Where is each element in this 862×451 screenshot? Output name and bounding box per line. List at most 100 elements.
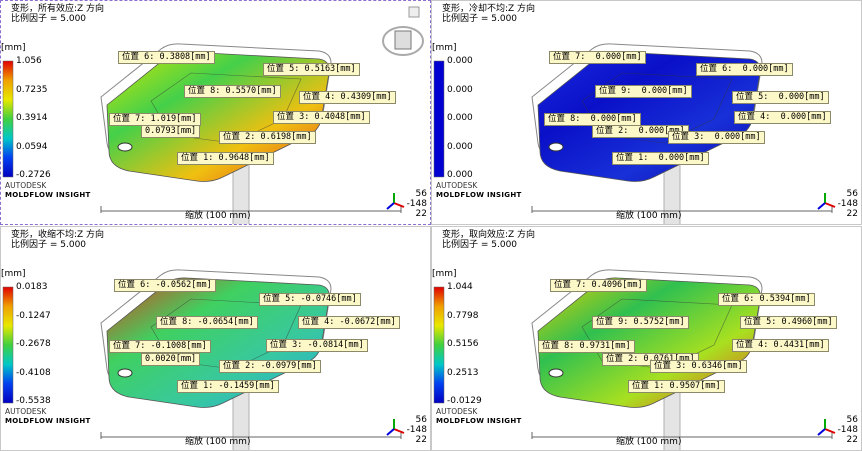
scale-bar-label: 缩放 (100 mm): [185, 211, 251, 221]
probe-label: 位置 5: 0.000[mm]: [732, 91, 829, 104]
legend-label: 0.7798: [447, 310, 479, 321]
probe-label: 位置 6: 0.5394[mm]: [718, 293, 815, 306]
legend-unit: [mm]: [432, 269, 457, 279]
model-view: [433, 269, 836, 450]
part-body: [106, 277, 330, 408]
legend-bar: [433, 286, 445, 404]
view-coord: 22: [415, 209, 427, 219]
view-coord: 22: [846, 209, 858, 219]
legend-unit: [mm]: [432, 43, 457, 53]
probe-label: 位置 1: 0.9648[mm]: [177, 152, 274, 165]
legend-unit: [mm]: [1, 269, 26, 279]
product: MOLDFLOW INSIGHT: [5, 417, 91, 425]
legend-bar: [433, 60, 445, 178]
view-title: 变形，所有效应:Z 方向: [11, 4, 105, 14]
axis-x: [393, 428, 405, 434]
probe-label: 位置 7: 0.000[mm]: [549, 51, 646, 64]
legend-label: 0.2513: [447, 367, 479, 378]
probe-label: 0.0020[mm]: [141, 353, 201, 366]
legend-label: 1.044: [447, 282, 473, 292]
probe-label: 位置 3: -0.0814[mm]: [266, 339, 368, 352]
legend-label: -0.0129: [447, 396, 482, 406]
mount-hole: [117, 142, 133, 152]
probe-label: 位置 5: -0.0746[mm]: [259, 293, 361, 306]
product: MOLDFLOW INSIGHT: [436, 417, 522, 425]
axis-x: [824, 428, 836, 434]
legend-label: -0.5538: [16, 396, 51, 406]
probe-label: 位置 3: 0.6346[mm]: [650, 360, 747, 373]
scale-bar-label: 缩放 (100 mm): [616, 211, 682, 221]
axis-z: [817, 428, 826, 436]
legend-label: 0.3914: [16, 113, 48, 123]
probe-label: 位置 2: 0.000[mm]: [592, 125, 689, 138]
legend-bar: [2, 286, 14, 404]
scale-factor: 比例因子 = 5.000: [11, 14, 87, 24]
view-title: 变形，冷却不均:Z 方向: [442, 4, 536, 14]
axis-z: [817, 202, 826, 210]
legend-label: -0.1247: [16, 310, 51, 321]
legend-label: 0.000: [447, 141, 473, 152]
axis-z: [386, 428, 395, 436]
view-coord: -148: [406, 199, 427, 209]
probe-label: 位置 4: 0.4431[mm]: [732, 339, 829, 352]
legend-label: -0.2678: [16, 339, 51, 349]
legend-label: -0.4108: [16, 367, 51, 378]
probe-label: 位置 7: 0.4096[mm]: [550, 279, 647, 292]
view-coord: 22: [846, 435, 858, 445]
viewport-panel: 变形，收缩不均:Z 方向 比例因子 = 5.000 [mm] 0.0183 -0.124…: [0, 226, 431, 451]
probe-label: 位置 1: 0.000[mm]: [612, 152, 709, 165]
probe-label: 位置 7: -0.1008[mm]: [109, 340, 211, 353]
scale-factor: 比例因子 = 5.000: [442, 14, 518, 24]
probe-label: 0.0793[mm]: [141, 125, 201, 138]
scale-bar-label: 缩放 (100 mm): [185, 437, 251, 447]
probe-label: 位置 9: 0.000[mm]: [595, 85, 692, 98]
probe-label: 位置 2: 0.6198[mm]: [219, 131, 316, 144]
legend-label: 0.5156: [447, 339, 479, 349]
product: MOLDFLOW INSIGHT: [5, 191, 91, 199]
probe-label: 位置 8: 0.000[mm]: [544, 113, 641, 126]
probe-label: 位置 6: 0.000[mm]: [696, 63, 793, 76]
legend-bar: [2, 60, 14, 178]
scale-factor: 比例因子 = 5.000: [11, 240, 87, 250]
legend-label: -0.2726: [16, 170, 51, 180]
probe-label: 位置 3: 0.000[mm]: [668, 131, 765, 144]
brand: AUTODESK: [5, 407, 47, 416]
legend-label: 0.0594: [16, 141, 48, 152]
probe-label: 位置 1: 0.9507[mm]: [628, 380, 725, 393]
part-body: [537, 277, 761, 408]
probe-label: 位置 8: -0.0654[mm]: [156, 316, 258, 329]
viewport-panel: 变形，冷却不均:Z 方向 比例因子 = 5.000 [mm] 0.000 0.000 0.…: [431, 0, 862, 225]
view-title: 变形，收缩不均:Z 方向: [11, 230, 105, 240]
model-view: [2, 269, 405, 450]
scale-bar-label: 缩放 (100 mm): [616, 437, 682, 447]
view-cube: [394, 30, 412, 50]
legend-label: 0.000: [447, 113, 473, 123]
brand: AUTODESK: [436, 181, 478, 190]
legend-label: 0.000: [447, 56, 473, 66]
scale-factor: 比例因子 = 5.000: [442, 240, 518, 250]
mount-hole: [548, 142, 564, 152]
brand: AUTODESK: [436, 407, 478, 416]
view-coord: 56: [846, 415, 858, 425]
probe-label: 位置 8: 0.5570[mm]: [184, 85, 281, 98]
product: MOLDFLOW INSIGHT: [436, 191, 522, 199]
probe-label: 位置 8: 0.9731[mm]: [538, 340, 635, 353]
probe-label: 位置 6: 0.3808[mm]: [118, 51, 215, 64]
viewport-panel: 变形，所有效应:Z 方向 比例因子 = 5.000 [mm] 1.056 0.7235 0…: [0, 0, 431, 225]
legend-unit: [mm]: [1, 43, 26, 53]
view-cube-ring: [382, 26, 424, 56]
legend-label: 0.7235: [16, 84, 48, 95]
view-home: [408, 6, 420, 18]
legend-label: 1.056: [16, 56, 42, 66]
probe-label: 位置 4: -0.0672[mm]: [298, 316, 400, 329]
view-coord: 56: [415, 189, 427, 199]
axis-z: [386, 202, 395, 210]
view-coord: 56: [415, 415, 427, 425]
view-coord: 22: [415, 435, 427, 445]
probe-label: 位置 4: 0.000[mm]: [734, 111, 831, 124]
view-title: 变形，取向效应:Z 方向: [442, 230, 536, 240]
probe-label: 位置 5: 0.4960[mm]: [740, 316, 837, 329]
view-coord: 56: [846, 189, 858, 199]
legend-label: 0.0183: [16, 282, 48, 292]
